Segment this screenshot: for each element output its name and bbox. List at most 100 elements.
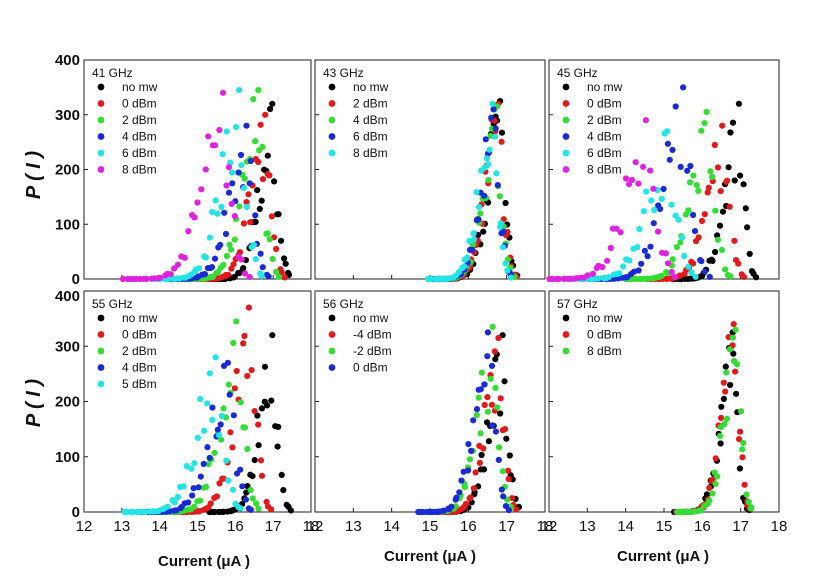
legend-label: 4 dBm (353, 113, 388, 127)
data-point (680, 84, 687, 91)
data-point (275, 211, 282, 218)
data-point (256, 205, 263, 212)
data-point (244, 372, 251, 380)
data-point (269, 100, 276, 107)
x-tick-label: 17 (732, 518, 749, 535)
y-tick-label: 0 (72, 504, 80, 521)
data-point (223, 128, 230, 135)
data-point (461, 263, 468, 270)
data-point (174, 493, 181, 501)
data-point (657, 205, 664, 213)
data-point (201, 271, 208, 278)
data-point (465, 467, 472, 474)
data-point (206, 454, 213, 461)
data-point (731, 237, 738, 244)
legend-marker (562, 83, 570, 91)
data-point (229, 169, 236, 176)
data-point (636, 226, 643, 233)
data-point (654, 228, 662, 235)
data-point (628, 176, 636, 184)
data-point (257, 457, 265, 464)
data-point (492, 428, 499, 435)
data-point (720, 395, 728, 402)
data-point (241, 424, 249, 431)
data-point (245, 304, 252, 311)
panel-frequency-label: 43 GHz (323, 66, 364, 80)
data-point (695, 234, 702, 241)
data-point (254, 412, 261, 419)
panel-frame (314, 290, 546, 513)
data-point (228, 246, 235, 253)
legend-label: 2 dBm (122, 344, 157, 358)
data-point (241, 175, 248, 182)
data-point (204, 400, 211, 407)
x-tick-label: 18 (537, 518, 554, 535)
data-point (174, 261, 181, 268)
data-point (221, 209, 228, 216)
data-point (190, 485, 197, 492)
legend-marker (328, 133, 336, 140)
data-point (240, 185, 247, 192)
legend-marker (328, 83, 336, 91)
x-tick-label: 16 (694, 518, 711, 535)
data-point (237, 399, 244, 406)
data-point (220, 261, 227, 268)
data-point (230, 486, 237, 493)
data-point (739, 446, 746, 453)
data-point (217, 421, 224, 428)
data-point (225, 189, 233, 196)
data-point (240, 340, 247, 347)
data-point (722, 363, 729, 370)
data-point (651, 206, 658, 214)
data-point (212, 354, 219, 361)
data-point (698, 127, 705, 134)
data-point (206, 370, 213, 377)
data-point (695, 187, 702, 194)
legend-marker (97, 166, 105, 173)
data-point (668, 201, 675, 208)
data-point (498, 138, 505, 145)
data-point (650, 185, 657, 192)
data-point (505, 507, 512, 514)
legend-marker (562, 100, 570, 107)
data-point (280, 487, 287, 494)
data-point (240, 265, 247, 272)
data-point (723, 369, 730, 376)
data-point (230, 261, 237, 268)
data-point (287, 507, 294, 514)
data-point (640, 208, 647, 215)
data-point (212, 197, 219, 204)
data-point (709, 257, 716, 264)
data-point (255, 442, 262, 449)
data-point (477, 386, 484, 393)
data-point (202, 166, 209, 173)
data-point (732, 368, 739, 375)
data-point (269, 255, 276, 262)
data-point (729, 119, 737, 126)
data-point (197, 473, 204, 480)
data-point (508, 274, 515, 281)
data-point (461, 484, 468, 491)
data-point (216, 432, 223, 439)
data-point (698, 258, 705, 265)
series-8-dBm (119, 89, 253, 283)
y-tick-label: 200 (55, 394, 80, 411)
data-point (745, 498, 752, 506)
data-point (250, 241, 257, 249)
data-point (255, 158, 262, 166)
data-point (202, 254, 209, 261)
data-point (258, 405, 265, 412)
data-point (589, 270, 597, 277)
data-point (736, 436, 743, 443)
panel-frame (83, 290, 312, 513)
data-point (738, 408, 745, 415)
y-tick-label: 100 (55, 449, 80, 466)
data-point (502, 199, 509, 207)
data-point (129, 508, 136, 516)
data-point (681, 252, 688, 260)
data-point (484, 394, 491, 401)
data-point (228, 200, 235, 207)
